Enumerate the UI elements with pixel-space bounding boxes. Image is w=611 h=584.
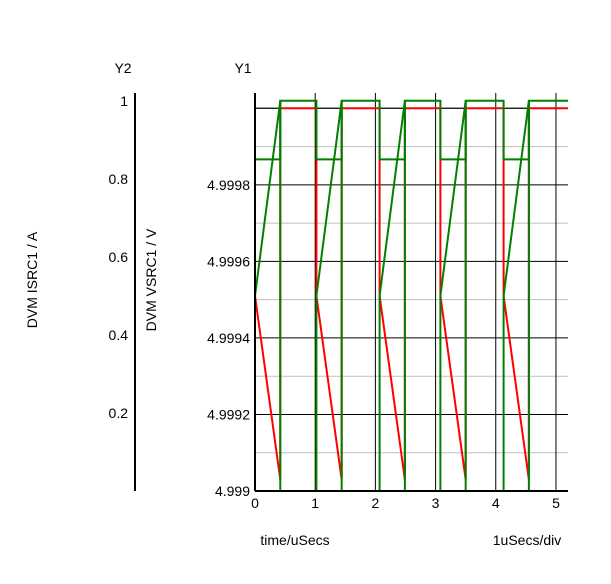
axes: 0.2 0.4 0.6 0.8 1 4.999 4.9992 4.9994 4.9996 4.99… (109, 93, 568, 511)
y2-tick-label: 0.2 (109, 405, 129, 421)
y2-axis-label: DVM ISRC1 / A (24, 231, 40, 328)
x-tick-label: 4 (492, 495, 500, 511)
y2-axis-header: Y2 (114, 60, 131, 76)
series-line (254, 99, 568, 491)
y1-tick-label: 4.9994 (207, 330, 250, 346)
y1-axis-label: DVM VSRC1 / V (143, 228, 159, 331)
y2-tick-label: 0.4 (109, 327, 129, 343)
x-tick-label: 5 (552, 495, 560, 511)
y1-tick-label: 4.9992 (207, 406, 250, 422)
y1-axis-header: Y1 (234, 60, 251, 76)
y2-tick-label: 0.8 (109, 171, 129, 187)
x-tick-label: 2 (371, 495, 379, 511)
y1-tick-label: 4.9998 (207, 177, 250, 193)
y1-tick-label: 4.9996 (207, 253, 250, 269)
y2-tick-label: 1 (120, 93, 128, 109)
x-tick-label: 0 (251, 495, 259, 511)
y2-tick-label: 0.6 (109, 249, 129, 265)
plot-area (254, 99, 568, 492)
y1-tick-label: 4.999 (215, 483, 250, 499)
x-tick-label: 1 (311, 495, 319, 511)
x-tick-label: 3 (432, 495, 440, 511)
x-axis-label: time/uSecs (260, 532, 329, 548)
grid (255, 93, 568, 492)
x-axis-scale-label: 1uSecs/div (493, 532, 561, 548)
